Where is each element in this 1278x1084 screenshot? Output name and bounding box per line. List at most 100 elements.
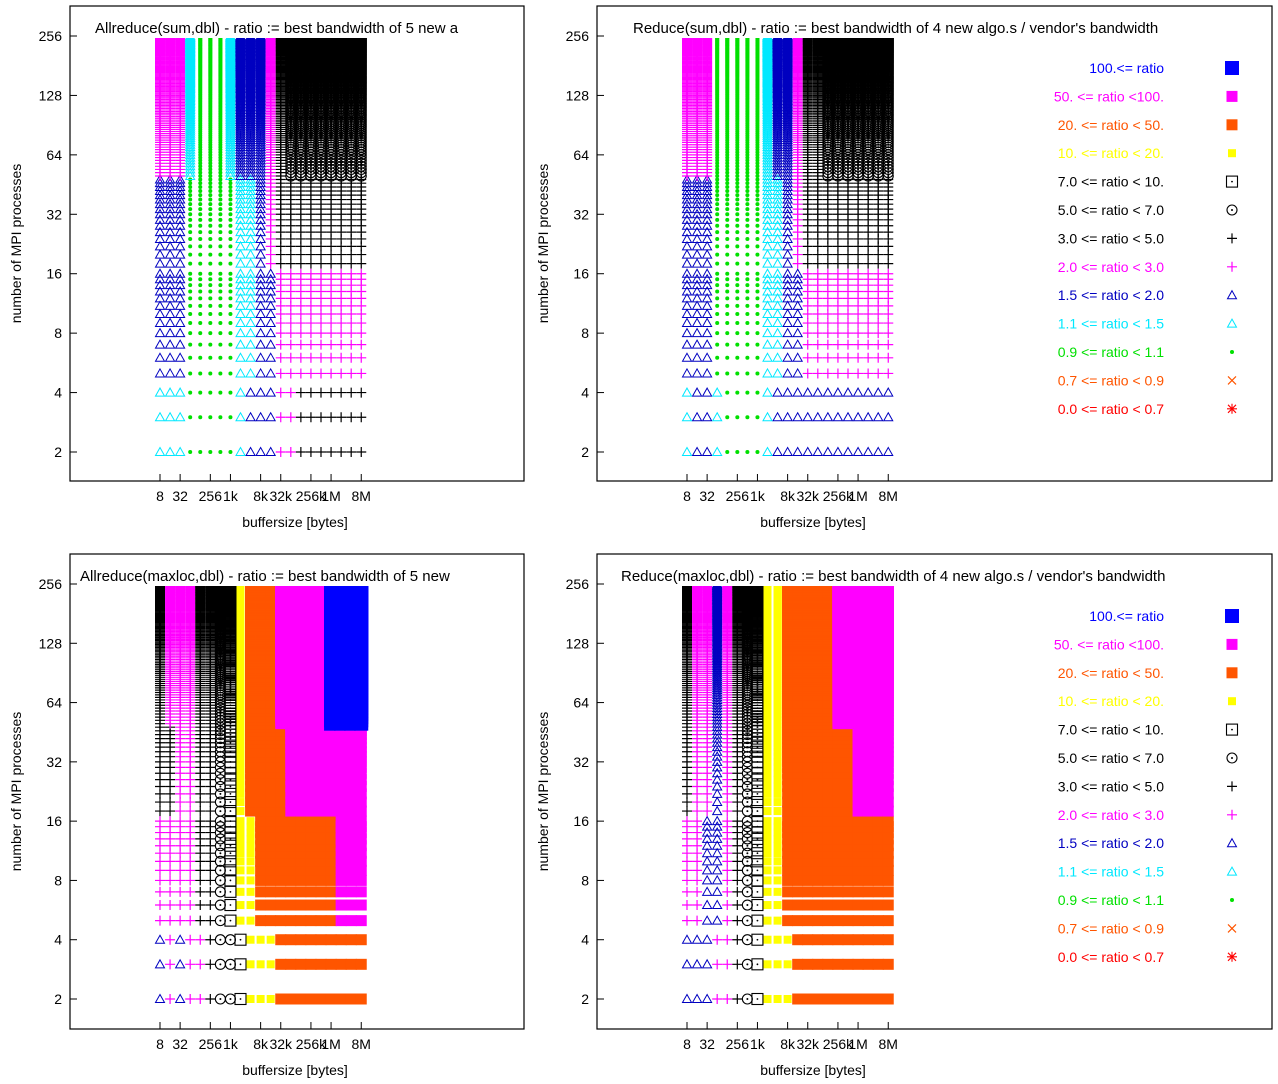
data-point [285,368,296,379]
data-point [782,167,793,177]
data-point [255,149,266,159]
data-point [198,193,203,198]
data-point [164,308,176,319]
data-point [755,181,760,186]
data-point [255,308,266,319]
y-tick-label: 2 [54,444,62,460]
data-point [255,160,266,171]
data-point [305,328,316,339]
data-point [725,271,730,276]
data-point [772,111,783,121]
data-point [715,271,720,276]
data-point [218,244,223,249]
data-point [255,226,266,237]
data-point [208,207,213,212]
data-point [762,109,773,119]
data-point [701,387,713,397]
data-point [184,154,196,165]
data-point [265,411,277,422]
data-point [316,412,326,423]
data-point [832,446,844,456]
data-point [245,268,256,278]
data-point [164,367,176,378]
data-point [184,170,196,181]
data-point [336,352,347,363]
data-point [755,450,760,454]
data-point [772,170,783,181]
data-point [198,277,203,282]
data-point [782,208,793,219]
data-point [681,300,693,310]
data-point [198,177,203,182]
data-point [755,252,760,257]
data-point [782,352,793,362]
data-point [154,367,166,378]
data-point [184,167,196,177]
data-point [772,139,783,149]
data-point [235,352,246,362]
data-point [164,411,176,422]
data-point [208,217,213,222]
data-point [228,296,233,301]
data-point [715,177,720,182]
data-point [772,77,783,87]
data-point [812,352,823,363]
data-point [208,303,213,308]
data-point [745,177,750,182]
data-point [715,296,720,301]
data-point [772,174,783,184]
data-point [255,167,266,177]
data-point [792,292,804,303]
data-point [235,339,246,349]
data-point [782,258,793,268]
data-point [755,271,760,276]
data-point [208,161,213,166]
x-axis-label: buffersize [bytes] [242,514,348,530]
data-point [782,139,793,149]
data-point [305,352,316,363]
data-point [782,285,793,296]
data-point [336,328,347,339]
data-point [792,300,804,310]
data-point [745,212,750,217]
data-point [691,174,703,184]
data-point [755,230,760,235]
data-point [782,106,793,116]
data-point [782,170,793,181]
data-point [691,300,703,310]
data-point [772,268,783,278]
x-tick-label: 8 [683,488,691,504]
x-tick-label: 1k [223,488,239,504]
data-point [735,170,740,175]
data-point [772,102,783,113]
data-point [755,164,760,169]
data-point [681,279,693,290]
data-point [154,214,166,224]
data-point [225,154,236,165]
data-point [755,197,760,202]
data-point [174,446,186,456]
data-point [164,198,176,209]
data-point [735,321,740,326]
data-point [225,111,236,121]
data-point [228,217,233,222]
data-point [218,390,223,395]
data-point [792,367,804,378]
data-point [198,289,203,294]
data-point [701,233,713,243]
data-point [154,279,166,290]
x-tick-label: 256k [823,488,854,504]
data-point [762,160,773,171]
data-point [208,271,213,276]
x-tick-label: 32k [796,488,820,504]
data-point [725,167,730,172]
data-point [255,154,266,165]
data-point [711,446,723,456]
data-point [255,285,266,296]
data-point [762,144,773,154]
data-point [745,252,750,257]
data-point [188,244,193,249]
data-point [198,342,203,347]
data-point [681,292,693,303]
data-point [245,198,256,209]
